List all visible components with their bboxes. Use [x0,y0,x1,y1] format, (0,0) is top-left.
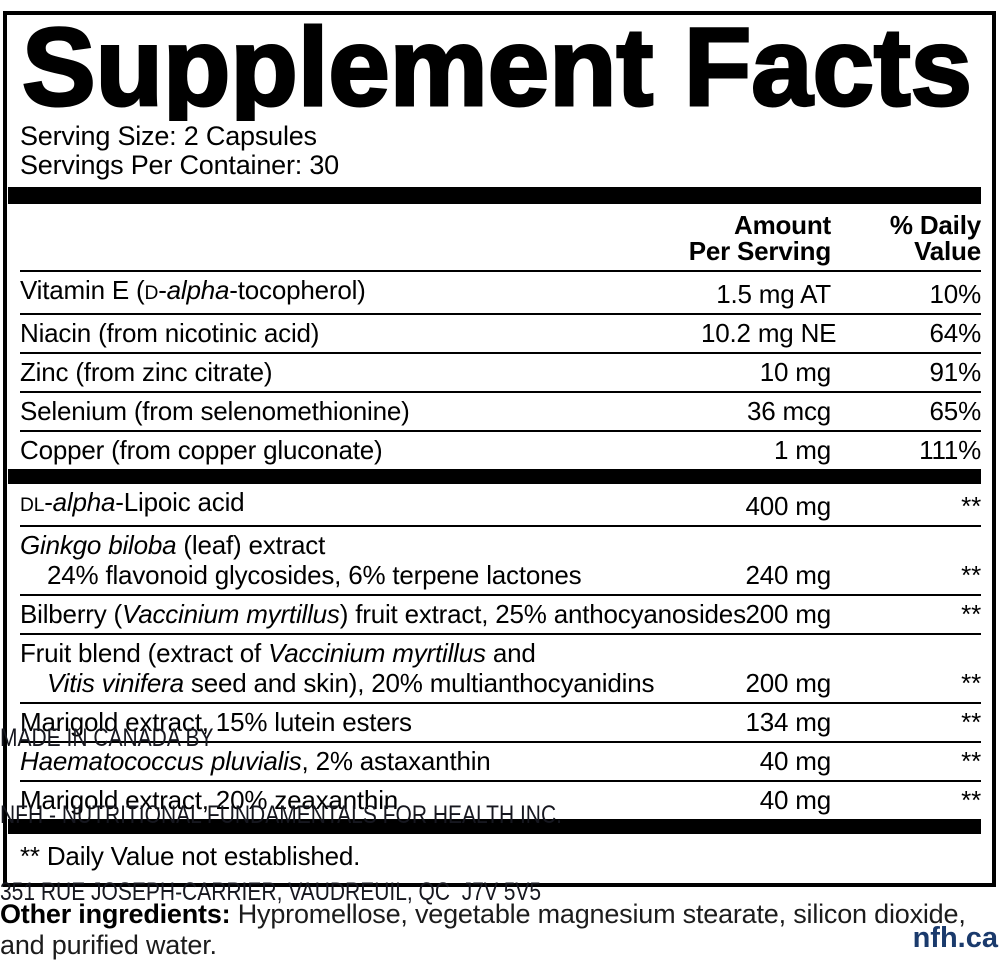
servings-per-container: Servings Per Container: 30 [20,150,339,180]
daily-value: 10% [929,279,982,309]
website-link: nfh.ca [912,922,998,954]
amount-per-serving-value: 200 mg [745,599,831,629]
footer: MADE IN CANADA BY NFH - NUTRITIONAL FUND… [0,674,1000,955]
amount-per-serving-value: 36 mcg [746,396,831,426]
page-title: Supplement Facts [22,21,972,121]
daily-value: 65% [929,396,982,426]
nutrient-row: Marigold extract, 20% zeaxanthin 40 mg ** [20,782,981,819]
section-divider [8,469,981,484]
daily-value: ** [961,707,981,737]
nutrient-name: Copper (from copper gluconate) [20,435,383,465]
column-header-spacer [20,212,661,264]
page-title-svg: Supplement Facts [21,21,974,121]
nutrient-row: Selenium (from selenomethionine) 36 mcg 65… [20,393,981,432]
header-divider-bar [8,187,981,204]
supplement-facts-panel: Supplement Facts Serving Size: 2 Capsule… [3,11,996,887]
nutrient-name: Bilberry (Vaccinium myrtillus) fruit ext… [20,599,746,629]
nutrient-row: Vitamin E (D-alpha-tocopherol) 1.5 mg AT 1… [20,272,981,315]
nutrient-name: Fruit blend (extract of Vaccinium myrtil… [20,638,655,698]
daily-value: 64% [929,318,982,348]
amount-per-serving-value: 400 mg [745,491,831,521]
daily-value: ** [961,599,981,629]
amount-per-serving-value: 200 mg [745,668,831,698]
amount-per-serving-value: 134 mg [745,707,831,737]
nutrient-row: Niacin (from nicotinic acid) 10.2 mg NE 64… [20,315,981,354]
column-header-amount: Amount Per Serving [688,210,832,266]
nutrient-name: Zinc (from zinc citrate) [20,357,273,387]
nutrient-row: Copper (from copper gluconate) 1 mg 111% [20,432,981,469]
footer-made-in: MADE IN CANADA BY [0,724,214,752]
nutrient-row: DL-alpha-Lipoic acid 400 mg ** [20,484,981,527]
nutrient-name: Marigold extract, 15% lutein esters [20,707,412,737]
nutrient-name: Marigold extract, 20% zeaxanthin [20,785,399,815]
amount-per-serving-value: 1.5 mg AT [716,279,831,309]
daily-value: 111% [919,435,981,465]
column-header-daily-value: % Daily Value [889,210,981,266]
nutrient-name: DL-alpha-Lipoic acid [20,487,245,517]
nutrient-row: Bilberry (Vaccinium myrtillus) fruit ext… [20,596,981,635]
nutrient-row: Ginkgo biloba (leaf) extract 24% flavonoi… [20,527,981,596]
nutrient-row: Marigold extract, 15% lutein esters 134 m… [20,704,981,743]
nutrient-row: Zinc (from zinc citrate) 10 mg 91% [20,354,981,393]
amount-per-serving-value: 10.2 mg NE [701,318,837,348]
section-divider [8,819,981,834]
footer-address: 351 RUE JOSEPH-CARRIER, VAUDREUIL, QC J7… [0,878,542,906]
nutrient-name: Niacin (from nicotinic acid) [20,318,320,348]
column-header-row: Amount Per Serving % Daily Value [20,204,981,272]
nutrient-name: Vitamin E (D-alpha-tocopherol) [20,275,366,305]
daily-value: ** [961,785,981,815]
nutrient-row: Fruit blend (extract of Vaccinium myrtil… [20,635,981,704]
daily-value: ** [961,746,981,776]
amount-per-serving-value: 1 mg [773,435,831,465]
nutrient-row: Haematococcus pluvialis, 2% astaxanthin 4… [20,743,981,782]
daily-value-footnote: ** Daily Value not established. [20,841,361,871]
footer-company: NFH - NUTRITIONAL FUNDAMENTALS FOR HEALT… [0,801,562,829]
amount-per-serving-value: 240 mg [745,560,831,590]
nutrient-section-botanicals: DL-alpha-Lipoic acid 400 mg ** Ginkgo bilob… [20,484,981,819]
serving-size: Serving Size: 2 Capsules [20,121,317,151]
daily-value: ** [961,560,981,590]
amount-per-serving-value: 40 mg [759,746,831,776]
daily-value: ** [961,668,981,698]
amount-per-serving-value: 10 mg [759,357,831,387]
other-ingredients-label: Other ingredients: [0,899,231,929]
daily-value: 91% [929,357,982,387]
nutrient-section-vitamins: Vitamin E (D-alpha-tocopherol) 1.5 mg AT 1… [20,272,981,469]
daily-value: ** [961,491,981,521]
other-ingredients-text: Hypromellose, vegetable magnesium steara… [0,899,966,960]
amount-per-serving-value: 40 mg [759,785,831,815]
other-ingredients: Other ingredients: Hypromellose, vegetab… [0,899,1000,961]
nutrient-name: Haematococcus pluvialis, 2% astaxanthin [20,746,491,776]
nutrient-name: Selenium (from selenomethionine) [20,396,410,426]
nutrient-name: Ginkgo biloba (leaf) extract 24% flavonoi… [20,530,582,590]
